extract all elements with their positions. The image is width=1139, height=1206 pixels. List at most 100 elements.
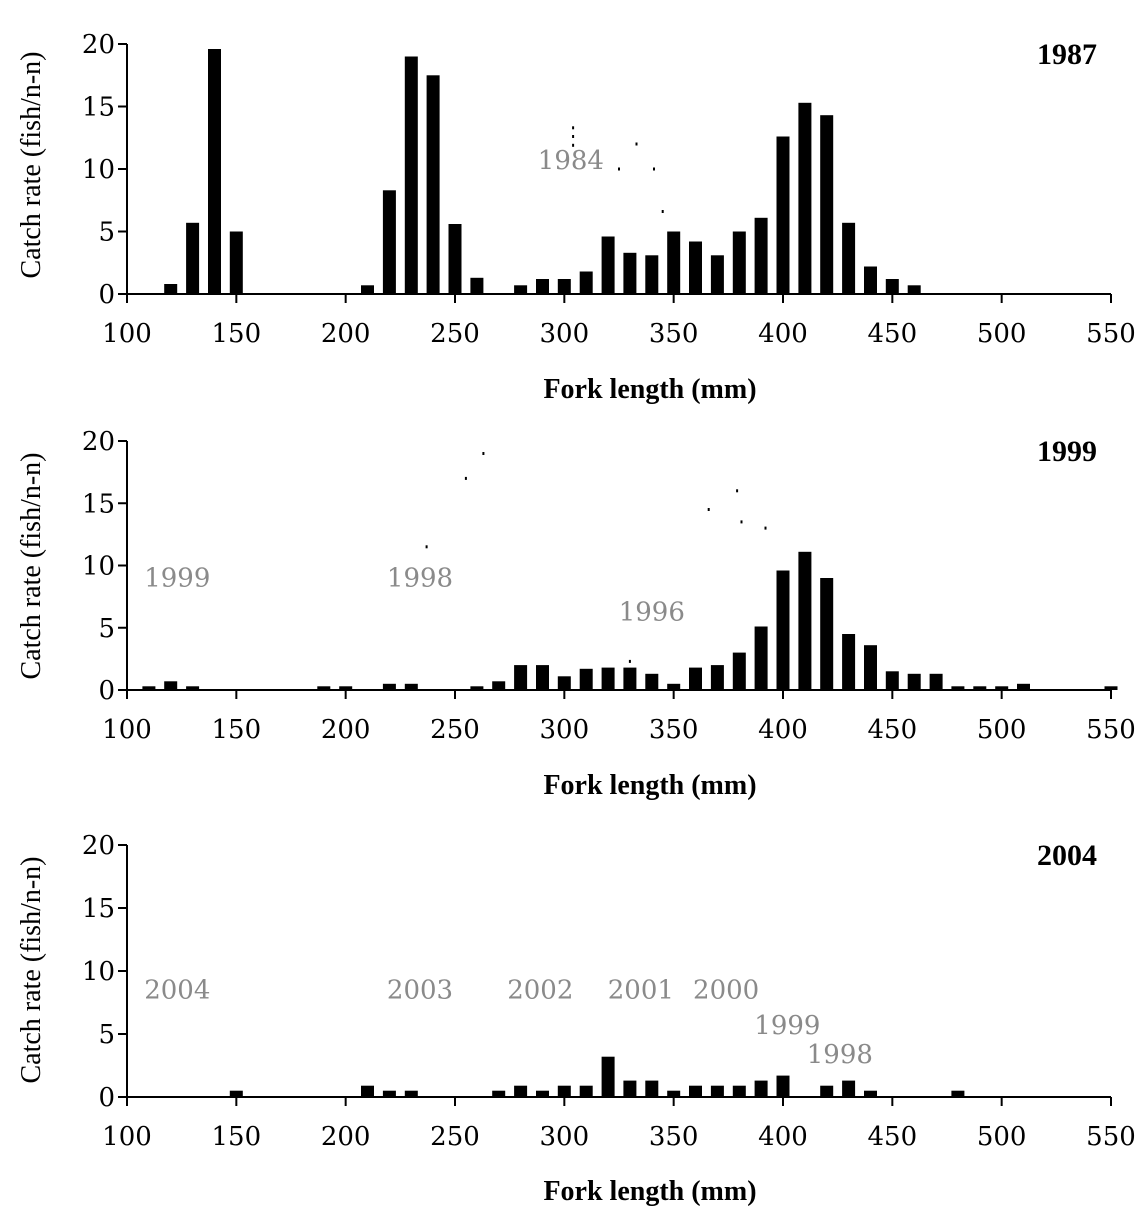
y-tick-label: 5 bbox=[98, 1020, 115, 1050]
x-tick-label: 450 bbox=[868, 319, 918, 349]
bar bbox=[776, 1075, 790, 1097]
bar bbox=[448, 224, 462, 294]
x-tick-label: 150 bbox=[212, 715, 262, 745]
y-axis-title: Catch rate (fish/n-n) bbox=[16, 51, 47, 278]
bar bbox=[470, 686, 484, 690]
bar bbox=[426, 75, 440, 295]
bar bbox=[667, 231, 681, 294]
bar bbox=[864, 1090, 877, 1097]
bar bbox=[1104, 686, 1118, 690]
bar bbox=[754, 217, 768, 295]
y-tick-label: 10 bbox=[82, 155, 115, 185]
bar bbox=[995, 686, 1009, 690]
y-tick-label: 10 bbox=[82, 552, 115, 582]
panel-year-label: 1999 bbox=[1037, 435, 1097, 468]
x-tick-label: 150 bbox=[212, 1122, 262, 1152]
y-tick-label: 20 bbox=[82, 30, 115, 60]
bar bbox=[557, 1085, 571, 1097]
bar bbox=[732, 652, 746, 690]
cohort-annotation: 2003 bbox=[387, 976, 453, 1006]
x-axis-title: Fork length (mm) bbox=[543, 770, 756, 801]
bar bbox=[885, 279, 899, 294]
cohort-annotation: 1999 bbox=[144, 564, 210, 594]
bar bbox=[710, 255, 724, 295]
cohort-annotation: 2001 bbox=[608, 976, 674, 1006]
bar bbox=[842, 222, 856, 295]
y-tick-label: 5 bbox=[98, 614, 115, 644]
bar bbox=[208, 49, 221, 294]
panel-year-label: 1987 bbox=[1037, 38, 1097, 71]
bar bbox=[689, 1085, 702, 1097]
bar bbox=[404, 1090, 418, 1097]
x-tick-label: 450 bbox=[868, 1122, 918, 1152]
bar bbox=[536, 1090, 549, 1097]
bar bbox=[601, 236, 615, 294]
y-tick-label: 15 bbox=[82, 894, 115, 924]
bar bbox=[732, 231, 746, 294]
bar bbox=[645, 1080, 659, 1097]
cohort-annotation: 1999 bbox=[754, 1011, 820, 1041]
x-tick-label: 400 bbox=[758, 319, 808, 349]
bar bbox=[514, 285, 528, 295]
marker-dot bbox=[628, 659, 631, 663]
cohort-annotation: 1998 bbox=[387, 564, 453, 594]
x-tick-label: 400 bbox=[758, 715, 808, 745]
bar bbox=[579, 271, 593, 294]
x-tick-label: 250 bbox=[430, 319, 480, 349]
bar bbox=[317, 686, 331, 690]
y-axis-title: Catch rate (fish/n-n) bbox=[16, 856, 47, 1083]
x-tick-label: 100 bbox=[102, 1122, 152, 1152]
cohort-annotation: 1984 bbox=[538, 146, 604, 176]
bar bbox=[951, 686, 965, 690]
bar bbox=[864, 645, 877, 690]
x-tick-label: 300 bbox=[540, 715, 590, 745]
x-tick-label: 300 bbox=[540, 319, 590, 349]
bar bbox=[142, 686, 156, 690]
marker-dot bbox=[707, 508, 710, 511]
marker-dot bbox=[572, 143, 575, 147]
marker-dot bbox=[482, 452, 485, 455]
y-tick-label: 20 bbox=[82, 427, 115, 457]
x-tick-label: 100 bbox=[102, 319, 152, 349]
y-tick-label: 15 bbox=[82, 489, 115, 519]
x-tick-label: 550 bbox=[1086, 1122, 1136, 1152]
x-tick-label: 100 bbox=[102, 715, 152, 745]
x-tick-label: 200 bbox=[321, 715, 371, 745]
x-tick-label: 350 bbox=[649, 319, 699, 349]
marker-dot bbox=[464, 476, 467, 480]
bar bbox=[776, 570, 790, 690]
x-tick-label: 250 bbox=[430, 715, 480, 745]
marker-dot bbox=[618, 167, 620, 171]
marker-dot bbox=[740, 520, 743, 524]
bar bbox=[710, 665, 724, 690]
bar bbox=[186, 686, 200, 690]
bar bbox=[229, 1090, 243, 1097]
x-tick-label: 350 bbox=[649, 715, 699, 745]
chart-panel-1999: 0 5 10 15 20 100 150 200 250 300 350 400 450 500 550 Fo… bbox=[16, 427, 1136, 801]
x-axis-title: Fork length (mm) bbox=[543, 1176, 756, 1206]
bar bbox=[973, 686, 987, 690]
bar bbox=[579, 1085, 593, 1097]
bar bbox=[186, 222, 200, 295]
bar bbox=[382, 190, 396, 295]
bar bbox=[492, 681, 506, 690]
bar bbox=[820, 578, 834, 690]
marker-dot bbox=[736, 489, 739, 493]
bar bbox=[536, 279, 549, 294]
bar bbox=[754, 626, 768, 690]
bar bbox=[382, 683, 396, 690]
bar bbox=[667, 1090, 681, 1097]
bar bbox=[623, 667, 637, 690]
y-tick-label: 20 bbox=[82, 831, 115, 861]
marker-dot bbox=[572, 126, 575, 130]
marker-dot bbox=[425, 545, 428, 549]
x-tick-label: 350 bbox=[649, 1122, 699, 1152]
bar bbox=[579, 668, 593, 690]
bar bbox=[492, 1090, 506, 1097]
cohort-annotation: 2004 bbox=[144, 976, 210, 1006]
x-tick-label: 150 bbox=[212, 319, 262, 349]
bar bbox=[514, 1085, 528, 1097]
x-tick-label: 500 bbox=[977, 319, 1027, 349]
bar bbox=[601, 1056, 615, 1097]
cohort-annotation: 1998 bbox=[807, 1040, 873, 1070]
